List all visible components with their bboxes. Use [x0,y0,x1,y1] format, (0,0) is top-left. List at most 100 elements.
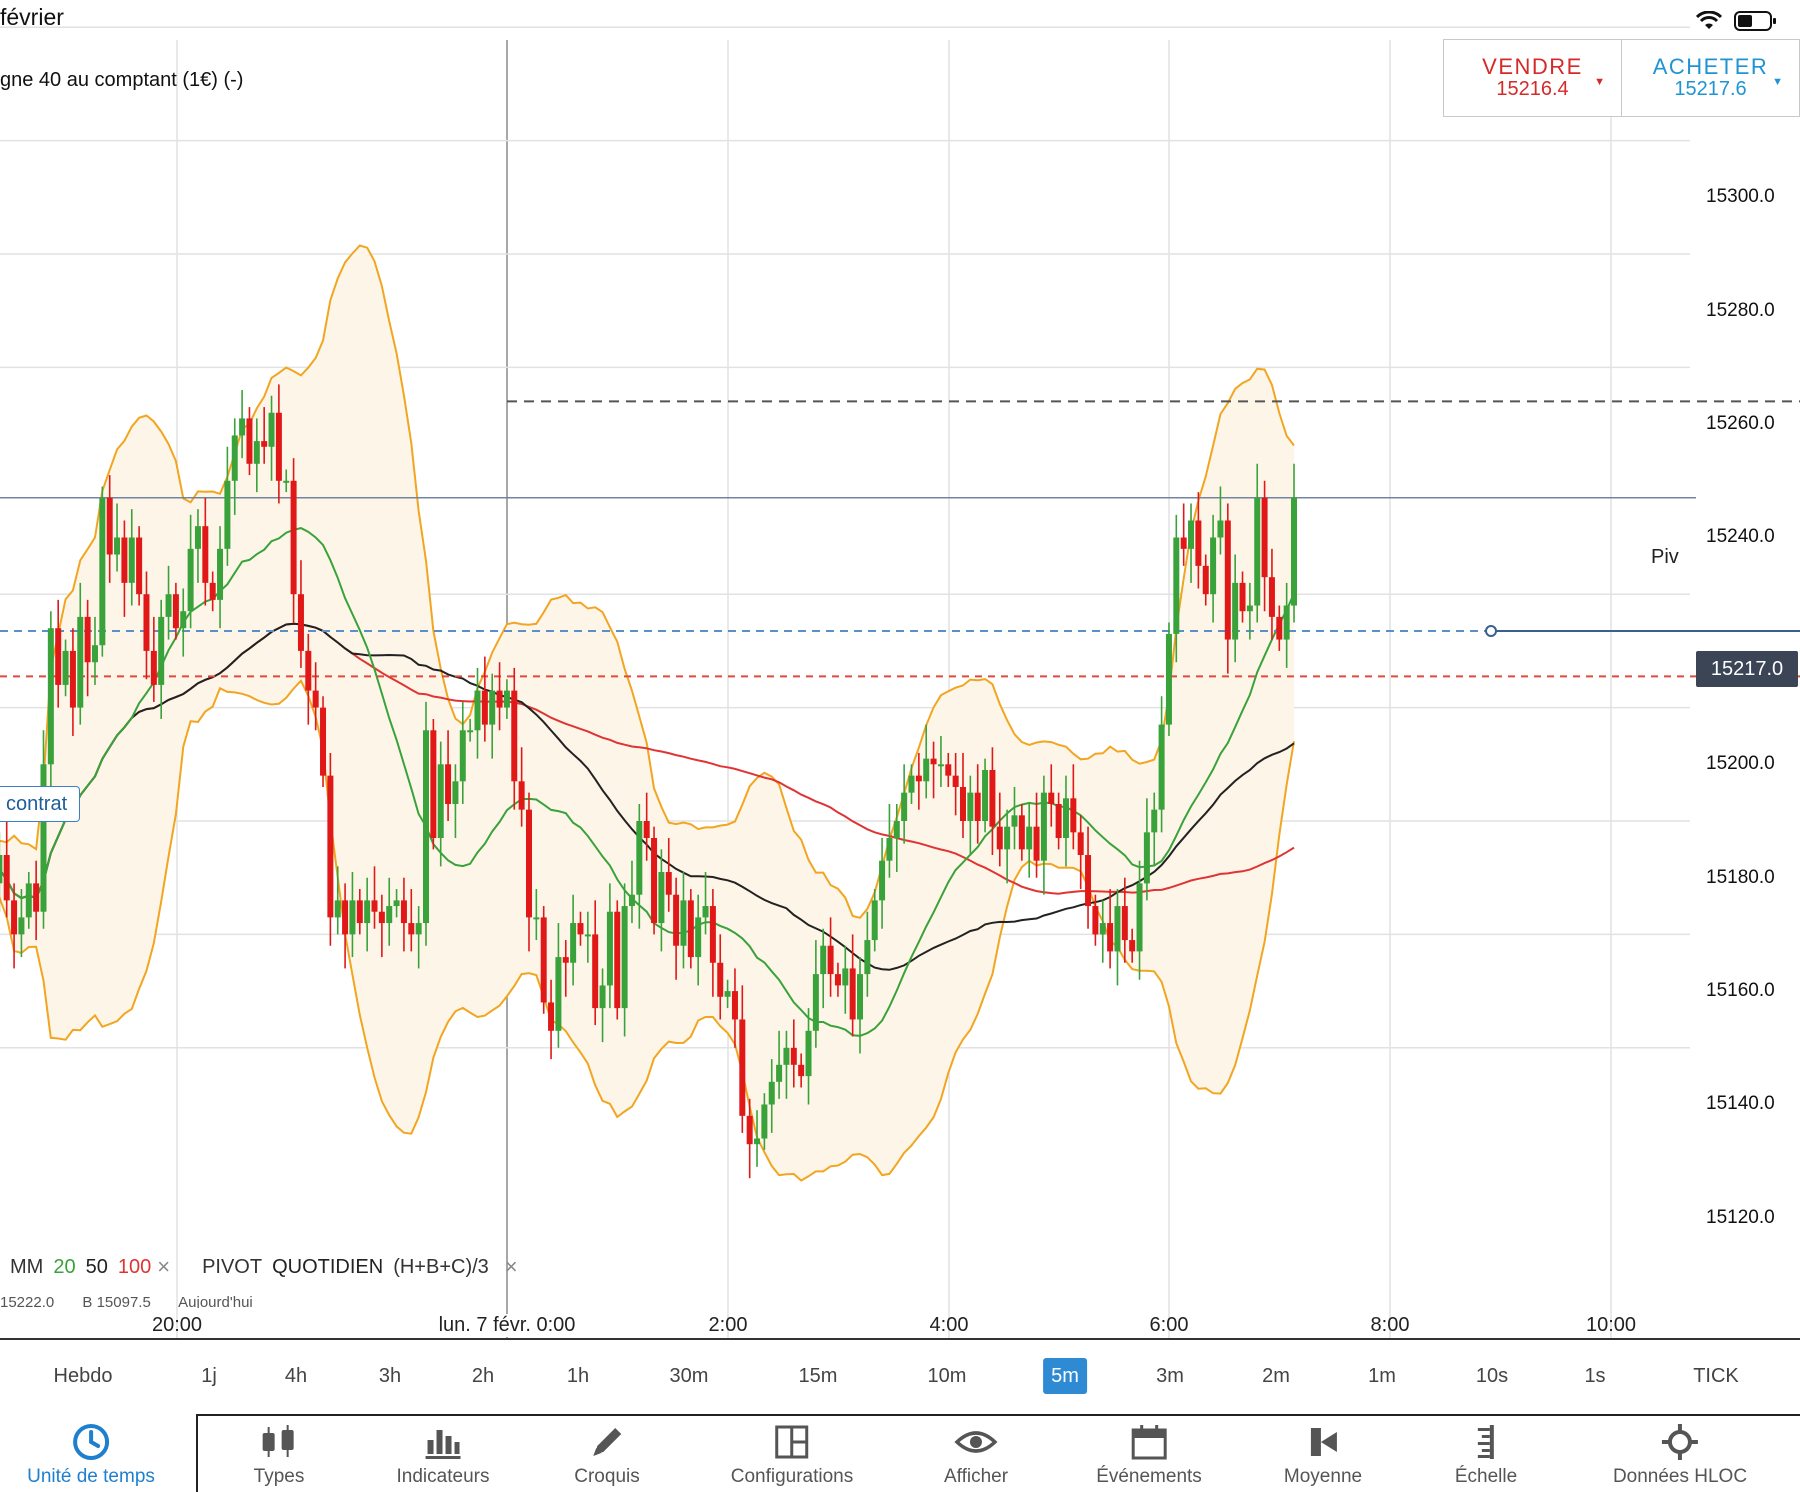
time-axis-line [0,1338,1800,1340]
candle-bullish [570,923,577,963]
tool-layouts[interactable]: Configurations [731,1422,853,1488]
candle-bullish [194,526,201,549]
buy-button[interactable]: ACHETER 15217.6 ▼ [1621,40,1799,116]
candle-bearish [84,616,91,663]
candle-bearish [562,957,569,963]
candle-bearish [1092,906,1099,935]
candle-bearish [305,650,312,691]
sell-button[interactable]: VENDRE 15216.4 ▼ [1444,40,1621,116]
candle-bearish [69,650,76,708]
candle-bullish [452,781,459,804]
candle-bullish [908,775,915,793]
candle-bullish [967,792,974,821]
timeframe-2m[interactable]: 2m [1262,1365,1290,1387]
candle-bearish [496,690,503,708]
candle-bullish [886,838,893,861]
candle-bullish [1254,497,1261,606]
tool-drawings[interactable]: Croquis [574,1422,640,1488]
candle-bullish [1217,520,1224,538]
price-axis-label: 15280.0 [1706,300,1775,321]
ma-20-line [0,527,1295,1037]
candle-bearish [1239,582,1246,612]
timeframe-4h[interactable]: 4h [284,1365,308,1387]
candle-bearish [1180,537,1187,549]
candle-bearish [1195,520,1202,566]
candle-bearish [261,441,268,447]
candle-bullish [0,855,3,884]
candle-bullish [1143,832,1150,884]
candle-bearish [1070,798,1077,833]
timeframe-bar: Hebdo 1j 4h 3h 2h 1h 30m 15m 10m 5m 3m 2… [0,1358,1800,1400]
toolbar-divider [196,1414,1800,1416]
candle-bullish [489,690,496,725]
candle-bullish [768,1081,775,1105]
timeframe-1m[interactable]: 1m [1368,1365,1396,1387]
candle-bullish [158,616,165,685]
candle-bearish [408,923,415,935]
price-axis-label: 15260.0 [1706,413,1775,434]
time-axis-label: 20:00 [151,1314,203,1336]
candle-bearish [400,900,407,924]
candle-bullish [724,991,731,997]
timeframe-1h[interactable]: 1h [566,1365,590,1387]
timeframe-1s[interactable]: 1s [1584,1365,1606,1387]
candle-bearish [1276,616,1283,640]
timeframe-15m[interactable]: 15m [798,1365,838,1387]
candle-bearish [798,1064,805,1077]
timeframe-1j[interactable]: 1j [201,1365,217,1387]
tool-events[interactable]: Événements [1096,1422,1202,1488]
close-pivot-icon[interactable]: × [504,1254,518,1279]
tool-average[interactable]: Moyenne [1284,1422,1362,1488]
candle-bearish [511,690,518,782]
candle-bullish [1232,582,1239,640]
time-axis-label: 4:00 [929,1314,969,1336]
timeframe-10m[interactable]: 10m [927,1365,967,1387]
candle-bearish [1085,855,1092,907]
candle-bearish [312,690,319,708]
candle-bearish [1048,792,1055,804]
tool-label: Afficher [943,1466,1009,1487]
candle-bearish [378,911,385,924]
tool-scale[interactable]: Échelle [1455,1422,1517,1488]
candle-bearish [540,917,547,1003]
candle-bearish [1107,923,1114,952]
timeframe-10s[interactable]: 10s [1475,1365,1509,1387]
candle-bearish [665,872,672,895]
timeframe-5m[interactable]: 5m [1043,1358,1087,1394]
tool-hloc-data[interactable]: Données HLOC [1613,1422,1747,1488]
candle-bearish [959,786,966,821]
candle-bullish [1040,792,1047,861]
candle-bearish [1055,803,1062,839]
candle-bearish [106,497,113,555]
timeframe-tick[interactable]: TICK [1693,1365,1739,1387]
candle-bullish [393,900,400,907]
price-chart[interactable] [0,0,1800,1340]
hlow-high: 15222.0 [0,1294,55,1308]
timeframe-2h[interactable]: 2h [471,1365,495,1387]
candle-bullish [1291,497,1298,606]
ma-50-label: 50 [85,1255,108,1278]
candle-bearish [430,730,437,839]
tool-indicators[interactable]: Indicateurs [397,1422,489,1488]
candle-bullish [224,480,231,549]
position-tag[interactable]: contrat [0,786,81,822]
timeframe-hebdo[interactable]: Hebdo [53,1365,113,1387]
timeframe-3h[interactable]: 3h [378,1365,402,1387]
crosshair-icon [1613,1422,1747,1462]
tool-label: Moyenne [1283,1466,1363,1487]
tool-display[interactable]: Afficher [944,1422,1008,1488]
tool-types[interactable]: Types [254,1422,304,1488]
timeframe-3m[interactable]: 3m [1156,1365,1184,1387]
tool-label: Croquis [574,1466,640,1487]
timeframe-30m[interactable]: 30m [669,1365,709,1387]
candle-bullish [437,764,444,839]
candle-bearish [709,906,716,963]
time-axis-label: 6:00 [1149,1314,1189,1336]
candle-bullish [695,917,702,958]
candle-bearish [209,582,216,600]
tool-timeframe[interactable]: Unité de temps [27,1422,155,1488]
candle-bullish [754,1138,761,1145]
close-ma-icon[interactable]: × [157,1254,171,1279]
pivot-period-label: QUOTIDIEN [272,1255,384,1278]
candle-bullish [1188,520,1195,549]
